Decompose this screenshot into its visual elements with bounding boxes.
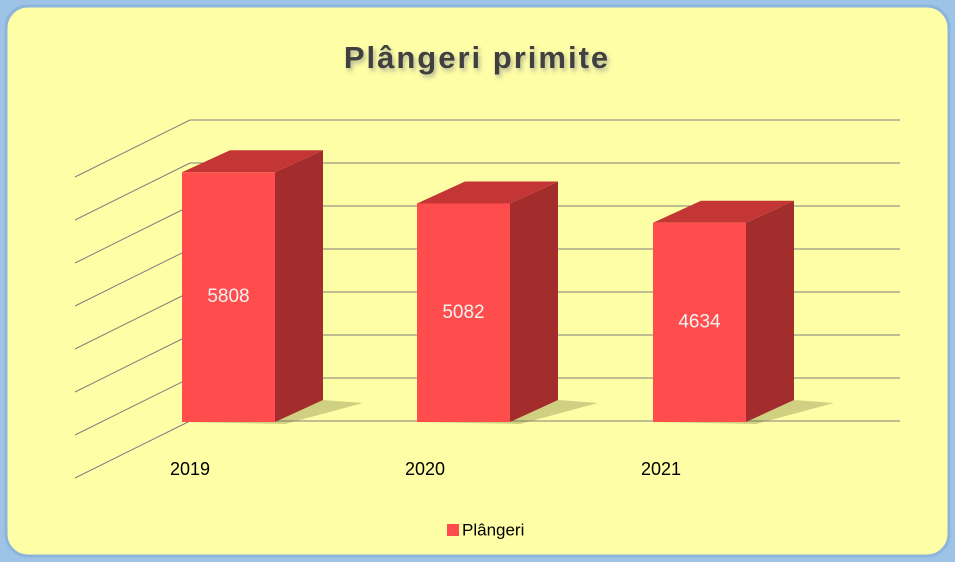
side-grid-line [74, 420, 191, 479]
bar [653, 222, 746, 422]
bar-side [275, 150, 323, 423]
side-grid-line [74, 248, 191, 307]
legend-label: Plângeri [462, 520, 524, 539]
x-tick-label: 2019 [170, 459, 210, 479]
data-label: 5808 [207, 286, 249, 307]
side-grid-line [74, 291, 191, 350]
x-tick-label: 2020 [405, 459, 445, 479]
bars: 5808 5082 4634 [182, 150, 834, 424]
bar [182, 172, 275, 422]
bar-top [417, 181, 558, 204]
chart-title: Plângeri primite [344, 40, 610, 75]
side-grid-line [74, 162, 191, 221]
legend-swatch [447, 524, 459, 536]
side-grid-line [74, 334, 191, 393]
bar-top [653, 200, 794, 223]
side-grid-line [74, 119, 191, 178]
side-grid-line [74, 205, 191, 264]
side-grid-line [74, 377, 191, 436]
x-tick-label: 2021 [641, 459, 681, 479]
bar-side [746, 200, 794, 422]
data-label: 5082 [442, 302, 484, 323]
bar [417, 203, 510, 422]
data-label: 4634 [678, 311, 721, 332]
bar-top [182, 150, 323, 173]
bar-side [510, 181, 558, 422]
